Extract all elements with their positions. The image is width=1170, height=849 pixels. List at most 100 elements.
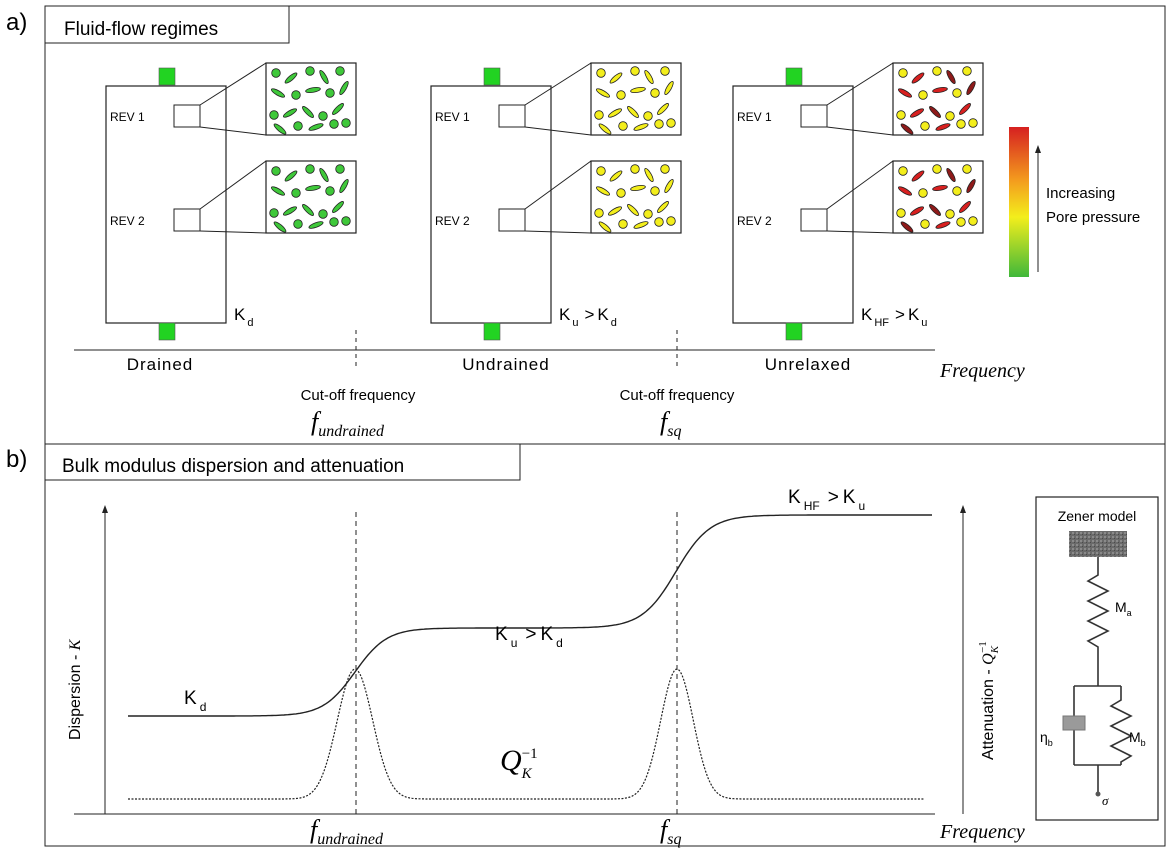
crack bbox=[339, 81, 349, 95]
panel-a-tag: a) bbox=[6, 9, 27, 36]
crack bbox=[308, 123, 324, 131]
zener-spring-a bbox=[1086, 557, 1110, 686]
zoom-line bbox=[199, 62, 267, 106]
rev-label: REV 2 bbox=[110, 214, 145, 228]
panel-a-xaxis-label: Frequency bbox=[939, 360, 1025, 382]
rev-label: REV 1 bbox=[110, 110, 145, 124]
pore-grain bbox=[341, 216, 351, 226]
pore-grain bbox=[918, 90, 928, 100]
pore-grain bbox=[654, 217, 664, 227]
rev-box bbox=[800, 208, 828, 232]
panel-b-frame bbox=[44, 443, 1166, 847]
crack bbox=[598, 221, 612, 233]
pore-grain bbox=[293, 219, 303, 229]
crack bbox=[966, 179, 976, 193]
panel-a-title: Fluid-flow regimes bbox=[64, 19, 218, 40]
zener-model: Zener model Ma ηb Mb σ bbox=[1035, 496, 1159, 821]
pore-grain bbox=[660, 164, 670, 174]
zoom-line bbox=[199, 230, 267, 234]
bottom-inlet bbox=[785, 322, 803, 341]
legend-line-1: Increasing bbox=[1046, 185, 1115, 202]
regime-label-drained: Drained bbox=[127, 355, 194, 374]
crack bbox=[609, 72, 623, 84]
zener-label-sigma: σ bbox=[1102, 793, 1109, 808]
pore-grain bbox=[956, 217, 966, 227]
crack bbox=[910, 206, 924, 216]
crack bbox=[319, 168, 329, 182]
pore-grain bbox=[952, 186, 962, 196]
rev-box bbox=[173, 208, 201, 232]
crack bbox=[900, 123, 914, 135]
crack bbox=[598, 123, 612, 135]
pore-grain bbox=[968, 216, 978, 226]
crack bbox=[644, 70, 654, 84]
crack bbox=[608, 108, 622, 118]
pore-grain bbox=[956, 119, 966, 129]
crack bbox=[932, 184, 948, 192]
crack bbox=[935, 123, 951, 131]
zoom-line bbox=[524, 126, 592, 136]
crack bbox=[627, 106, 639, 118]
crack bbox=[630, 184, 646, 192]
cutoff-label-undrained: Cut-off frequency bbox=[301, 387, 416, 404]
pore-grain bbox=[918, 188, 928, 198]
pore-grain bbox=[650, 186, 660, 196]
zoom-line bbox=[524, 62, 592, 106]
panel-b-xaxis-label: Frequency bbox=[939, 821, 1025, 843]
zener-label-eta: ηb bbox=[1040, 729, 1053, 748]
crack bbox=[898, 186, 912, 196]
pore-grain bbox=[920, 121, 930, 131]
xtick-sq: fsq bbox=[660, 815, 681, 848]
crack bbox=[627, 204, 639, 216]
pore-grain bbox=[650, 88, 660, 98]
crack bbox=[630, 86, 646, 94]
pore-grain bbox=[660, 66, 670, 76]
zener-spring-b bbox=[1109, 686, 1133, 765]
pore-grain bbox=[325, 88, 335, 98]
zoom-line bbox=[524, 230, 592, 234]
pore-grain bbox=[318, 209, 328, 219]
rev-label: REV 2 bbox=[435, 214, 470, 228]
legend-line-2: Pore pressure bbox=[1046, 209, 1140, 226]
crack bbox=[911, 170, 925, 182]
crack bbox=[609, 170, 623, 182]
pore-grain bbox=[945, 209, 955, 219]
zener-mass-block bbox=[1069, 531, 1127, 557]
pore-grain bbox=[952, 88, 962, 98]
pore-grain bbox=[329, 119, 339, 129]
crack bbox=[900, 221, 914, 233]
pore-grain bbox=[305, 164, 315, 174]
rev-label: REV 2 bbox=[737, 214, 772, 228]
zoom-line bbox=[199, 160, 267, 210]
pore-grain bbox=[618, 121, 628, 131]
zener-load-point bbox=[1095, 791, 1101, 797]
pore-pressure-arrowhead bbox=[1035, 145, 1041, 153]
crack bbox=[332, 201, 344, 213]
crack bbox=[302, 106, 314, 118]
crack bbox=[273, 123, 287, 135]
pore-grain bbox=[920, 219, 930, 229]
crack bbox=[302, 204, 314, 216]
pore-grain bbox=[932, 164, 942, 174]
zoom-line bbox=[826, 126, 894, 136]
pore-grain bbox=[335, 164, 345, 174]
crack bbox=[664, 179, 674, 193]
crack bbox=[932, 86, 948, 94]
rev-label: REV 1 bbox=[435, 110, 470, 124]
crack bbox=[319, 70, 329, 84]
bottom-inlet bbox=[158, 322, 176, 341]
pore-grain bbox=[293, 121, 303, 131]
pore-grain bbox=[269, 110, 279, 120]
crack bbox=[946, 70, 956, 84]
crack bbox=[657, 103, 669, 115]
bottom-inlet bbox=[483, 322, 501, 341]
pore-grain bbox=[618, 219, 628, 229]
pore-grain bbox=[968, 118, 978, 128]
crack bbox=[339, 179, 349, 193]
panel-a-title-box bbox=[44, 5, 290, 44]
crack bbox=[911, 72, 925, 84]
